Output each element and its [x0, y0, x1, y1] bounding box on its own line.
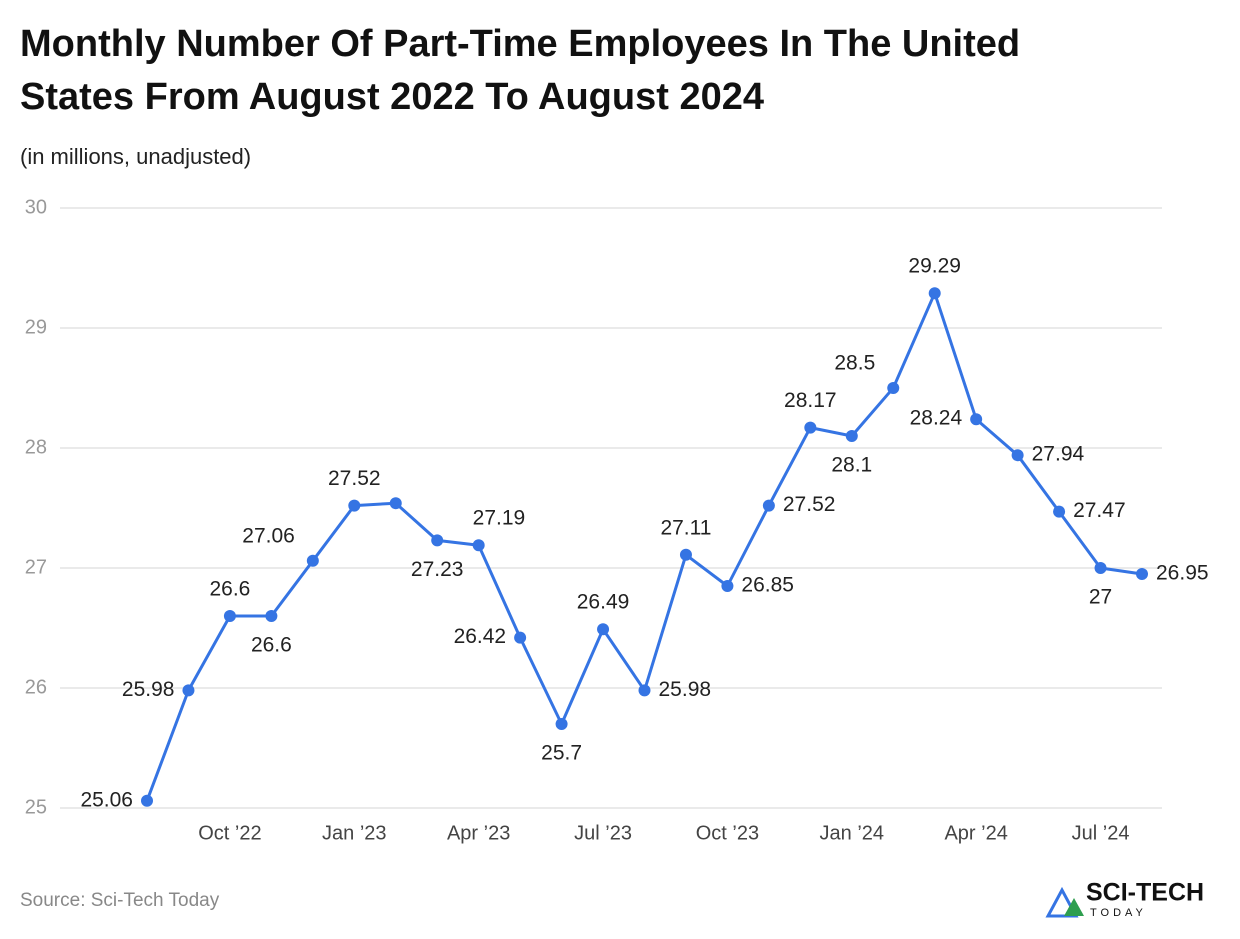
- x-tick-label: Jan ’23: [322, 822, 387, 844]
- point: [928, 287, 941, 300]
- data-label: 28.5: [834, 352, 875, 375]
- data-label: 27: [1089, 586, 1112, 609]
- y-tick-label: 25: [25, 796, 47, 818]
- logo: SCI-TECH TODAY: [1045, 879, 1204, 919]
- chart-title: Monthly Number Of Part-Time Employees In…: [20, 23, 1020, 65]
- point: [762, 499, 775, 512]
- data-label: 28.17: [784, 389, 837, 412]
- source: Source: Sci-Tech Today: [20, 890, 220, 911]
- logo-name: SCI-TECH: [1086, 879, 1204, 907]
- data-label: 28.1: [831, 454, 872, 477]
- y-tick-label: 30: [25, 196, 47, 218]
- data-label: 27.23: [411, 558, 464, 581]
- data-label: 26.6: [251, 634, 292, 657]
- line: [145, 291, 1143, 802]
- data-label: 25.98: [122, 678, 175, 701]
- data-label: 29.29: [908, 255, 961, 278]
- x-tick-label: Jul ’24: [1072, 822, 1130, 844]
- x-tick-label: Jan ’24: [820, 822, 885, 844]
- x-tick-label: Apr ’23: [447, 822, 510, 844]
- point: [1136, 568, 1148, 580]
- data-label: 26.85: [741, 574, 794, 597]
- logo-tagline: TODAY: [1090, 907, 1147, 919]
- data-label: 27.11: [660, 516, 711, 539]
- point: [555, 718, 568, 730]
- point: [1053, 505, 1066, 518]
- chart-title: States From August 2022 To August 2024: [20, 76, 764, 118]
- x-tick-label: Oct ’22: [198, 822, 261, 844]
- data-label: 26.42: [454, 625, 507, 648]
- y-tick-label: 29: [25, 316, 47, 338]
- point: [638, 684, 651, 697]
- point: [141, 794, 153, 807]
- x-tick-label: Apr ’24: [944, 822, 1007, 844]
- y-tick-label: 28: [25, 436, 47, 458]
- point: [265, 610, 278, 622]
- point: [389, 497, 402, 510]
- point: [348, 499, 361, 512]
- point: [306, 554, 319, 567]
- data-label: 27.06: [242, 524, 295, 547]
- point: [845, 430, 858, 442]
- chart-subtitle: (in millions, unadjusted): [20, 144, 251, 169]
- data-label: 27.47: [1073, 499, 1126, 522]
- point: [804, 421, 817, 434]
- data-label: 26.6: [209, 578, 250, 601]
- data-label: 27.52: [328, 467, 381, 490]
- x-tick-label: Oct ’23: [696, 822, 759, 844]
- data-label: 27.19: [473, 507, 526, 530]
- x-tick-label: Jul ’23: [574, 822, 632, 844]
- data-label: 26.49: [577, 591, 630, 614]
- point: [1011, 449, 1024, 462]
- data-label: 25.06: [80, 788, 133, 811]
- y-tick-label: 27: [25, 556, 47, 578]
- point: [182, 684, 195, 697]
- point: [597, 623, 610, 636]
- data-label: 25.98: [659, 678, 712, 701]
- point: [223, 610, 236, 622]
- data-label: 28.24: [910, 407, 963, 430]
- data-label: 25.7: [541, 742, 582, 765]
- point: [970, 413, 983, 426]
- logo-icon: [1045, 886, 1079, 918]
- point: [679, 548, 692, 561]
- point: [1094, 562, 1107, 574]
- logo-icon: [1064, 898, 1084, 916]
- data-label: 26.95: [1156, 562, 1209, 585]
- data-label: 27.94: [1032, 443, 1085, 466]
- point: [514, 631, 527, 644]
- data-label: 27.52: [783, 493, 836, 516]
- point: [721, 580, 734, 592]
- y-tick-label: 26: [25, 676, 47, 698]
- point: [887, 382, 900, 394]
- point: [472, 539, 485, 552]
- point: [431, 534, 444, 547]
